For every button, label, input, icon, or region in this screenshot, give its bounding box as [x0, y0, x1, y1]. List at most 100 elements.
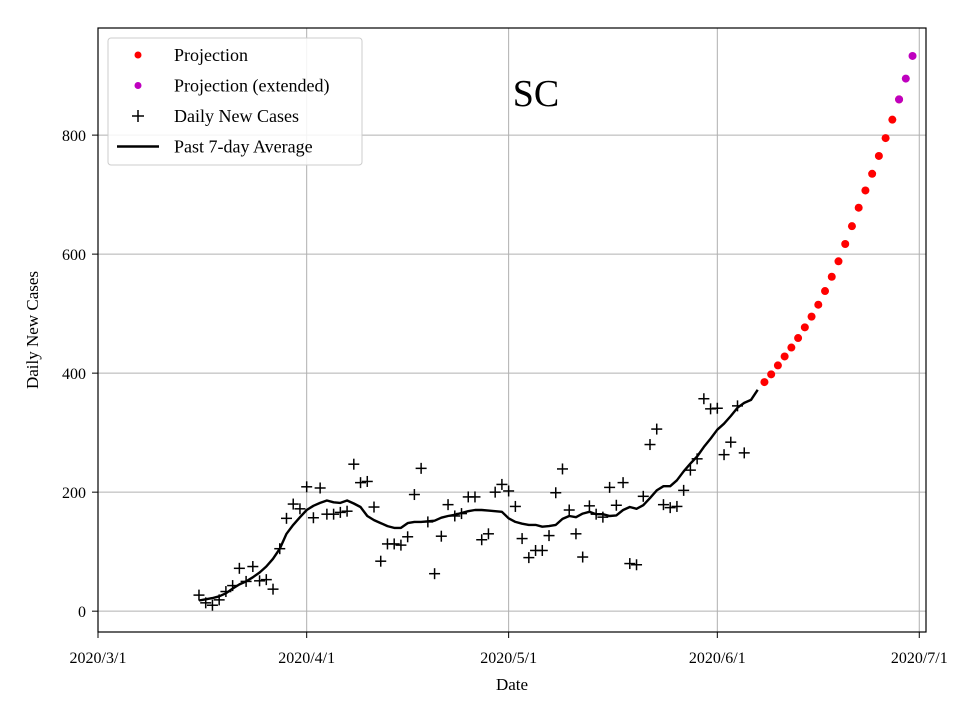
case-point — [408, 489, 420, 501]
legend-label: Projection — [174, 45, 248, 65]
case-point — [254, 575, 266, 587]
case-point — [328, 508, 340, 520]
projection-point — [773, 361, 782, 370]
case-point — [375, 555, 387, 567]
projection-extended-point — [895, 95, 904, 104]
case-point — [435, 530, 447, 542]
case-point — [516, 533, 528, 545]
case-point — [287, 498, 299, 510]
projection-point — [861, 186, 870, 195]
case-point — [563, 504, 575, 516]
case-point — [469, 491, 481, 503]
projection-point — [827, 272, 836, 281]
case-point — [260, 574, 272, 586]
case-point — [583, 500, 595, 512]
x-tick-label: 2020/3/1 — [70, 650, 127, 667]
projection-point — [767, 370, 776, 379]
projection-point — [787, 343, 796, 352]
legend-entry: Daily New Cases — [132, 106, 299, 126]
legend-marker-dot — [134, 51, 142, 59]
case-point — [456, 508, 468, 520]
case-point — [651, 423, 663, 435]
x-tick-label: 2020/6/1 — [689, 650, 746, 667]
case-point — [341, 505, 353, 517]
projection-point — [874, 151, 883, 160]
y-tick-label: 800 — [62, 128, 86, 145]
case-point — [476, 534, 488, 546]
case-point — [220, 586, 232, 598]
projection-point — [814, 300, 823, 309]
legend-label: Past 7-day Average — [174, 137, 313, 157]
case-point — [738, 447, 750, 459]
case-point — [227, 580, 239, 592]
x-axis-label: Date — [496, 675, 528, 694]
case-point — [503, 485, 515, 497]
projection-point — [800, 323, 809, 332]
case-point — [496, 478, 508, 490]
projection-point — [807, 312, 816, 321]
case-point — [334, 506, 346, 518]
average-layer — [198, 389, 759, 602]
case-point — [206, 599, 218, 611]
case-point — [361, 475, 373, 487]
projection-extended-point — [901, 74, 910, 83]
case-point — [388, 538, 400, 550]
legend-label: Projection (extended) — [174, 76, 329, 97]
projection-point — [760, 378, 769, 387]
legend-label: Daily New Cases — [174, 106, 299, 126]
case-point — [294, 503, 306, 515]
grid — [97, 28, 926, 632]
case-point — [247, 561, 259, 573]
legend-entry: Projection (extended) — [134, 76, 329, 97]
projection-point — [854, 203, 863, 212]
case-point — [671, 500, 683, 512]
case-point — [402, 531, 414, 543]
case-point — [267, 583, 279, 595]
legend-entry: Past 7-day Average — [117, 137, 313, 157]
case-point — [523, 552, 535, 564]
case-point — [442, 499, 454, 511]
case-point — [637, 490, 649, 502]
y-axis-label: Daily New Cases — [23, 271, 42, 389]
case-point — [395, 539, 407, 551]
case-point — [233, 562, 245, 574]
case-point — [482, 528, 494, 540]
legend-marker-dot — [134, 82, 142, 89]
projection-point — [794, 334, 803, 343]
projection-point — [868, 169, 877, 178]
case-point — [422, 516, 434, 528]
case-point — [597, 511, 609, 523]
case-point — [617, 477, 629, 489]
case-point — [301, 481, 313, 493]
case-point — [509, 500, 521, 512]
case-point — [657, 499, 669, 511]
case-point — [631, 559, 643, 571]
x-tick-label: 2020/4/1 — [278, 650, 335, 667]
case-point — [664, 502, 676, 514]
case-point — [536, 544, 548, 556]
case-point — [718, 449, 730, 461]
case-point — [348, 458, 360, 470]
projection-point — [780, 352, 789, 361]
case-point — [570, 528, 582, 540]
daily-cases-layer — [193, 393, 750, 611]
projection-point — [847, 222, 856, 231]
plot-frame — [97, 27, 927, 633]
projection-extended-point — [908, 51, 917, 60]
legend-box — [107, 37, 363, 166]
y-tick-label: 0 — [78, 604, 86, 621]
projection-point — [821, 287, 830, 296]
case-point — [240, 575, 252, 587]
legend-entries: Projection Projection (extended) Daily New… — [117, 45, 329, 157]
case-point — [684, 464, 696, 476]
projection-point — [834, 257, 843, 266]
case-point — [577, 551, 589, 563]
case-point — [550, 487, 562, 499]
legend: Projection Projection (extended) Daily New… — [107, 37, 363, 166]
projection-point — [881, 134, 890, 143]
case-point — [604, 481, 616, 493]
case-point — [200, 597, 212, 609]
case-point — [355, 477, 367, 489]
case-point — [314, 482, 326, 494]
